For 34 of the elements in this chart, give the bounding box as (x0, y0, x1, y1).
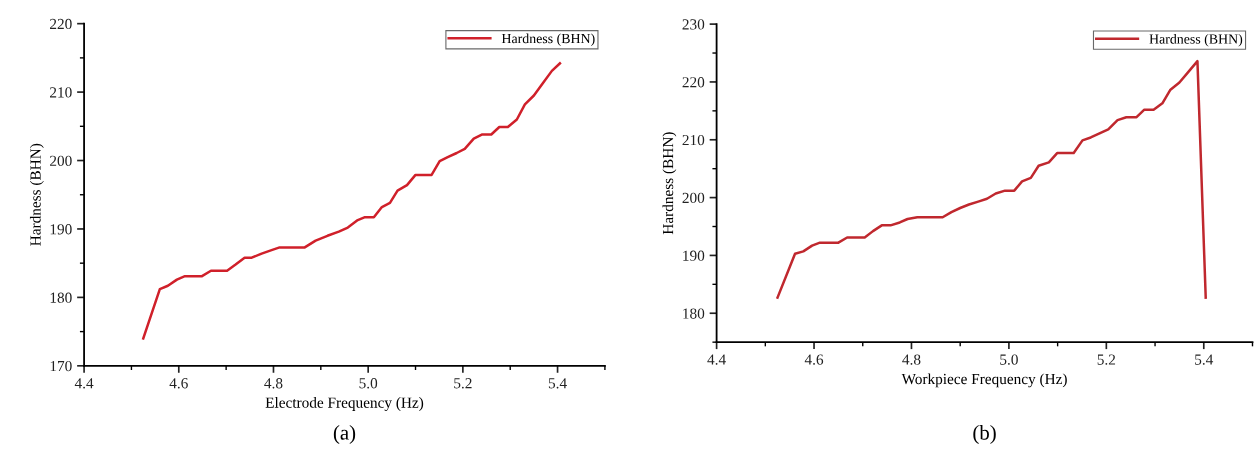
y-tick-label: 200 (682, 192, 705, 204)
x-tick-label: 4.4 (74, 378, 94, 389)
y-axis-title: Hardness (BHN) (662, 132, 677, 235)
x-tick-label: 5.4 (548, 378, 567, 389)
y-tick-label: 180 (683, 308, 705, 319)
x-tick-label: 4.4 (707, 354, 726, 365)
x-tick-label: 4.6 (804, 354, 824, 365)
y-axis-title: Hardness (BHN) (29, 143, 44, 246)
text: (a) (333, 425, 356, 444)
y-tick-label: 180 (50, 292, 72, 303)
x-tick-label: 4.8 (902, 354, 921, 365)
y-tick-label: 170 (50, 360, 72, 372)
line-series (776, 59, 1207, 299)
x-tick-label: 4.8 (264, 378, 283, 389)
text: (b) (973, 425, 996, 444)
legend-label: Hardness (BHN) (501, 33, 595, 47)
x-tick-label: 4.6 (169, 378, 188, 389)
y-tick-label: 220 (682, 77, 705, 88)
legend-label: Hardness (BHN) (1149, 33, 1243, 47)
y-tick-label: 230 (682, 19, 705, 30)
x-tick-label: 5.0 (359, 378, 378, 389)
y-tick-label: 190 (683, 250, 705, 261)
y-tick-label: 210 (682, 134, 705, 146)
x-axis-title: Electrode Frequency (Hz) (265, 397, 424, 411)
x-tick-label: 5.4 (1195, 354, 1214, 365)
y-tick-label: 220 (50, 18, 72, 30)
x-tick-label: 5.0 (1000, 354, 1018, 365)
y-tick-label: 200 (50, 155, 72, 166)
x-axis-title: Workpiece Frequency (Hz) (901, 373, 1067, 388)
x-tick-label: 5.2 (1097, 354, 1116, 365)
line-series (142, 62, 562, 340)
y-tick-label: 190 (50, 224, 72, 235)
y-tick-label: 210 (50, 87, 72, 98)
x-tick-label: 5.2 (454, 378, 472, 389)
